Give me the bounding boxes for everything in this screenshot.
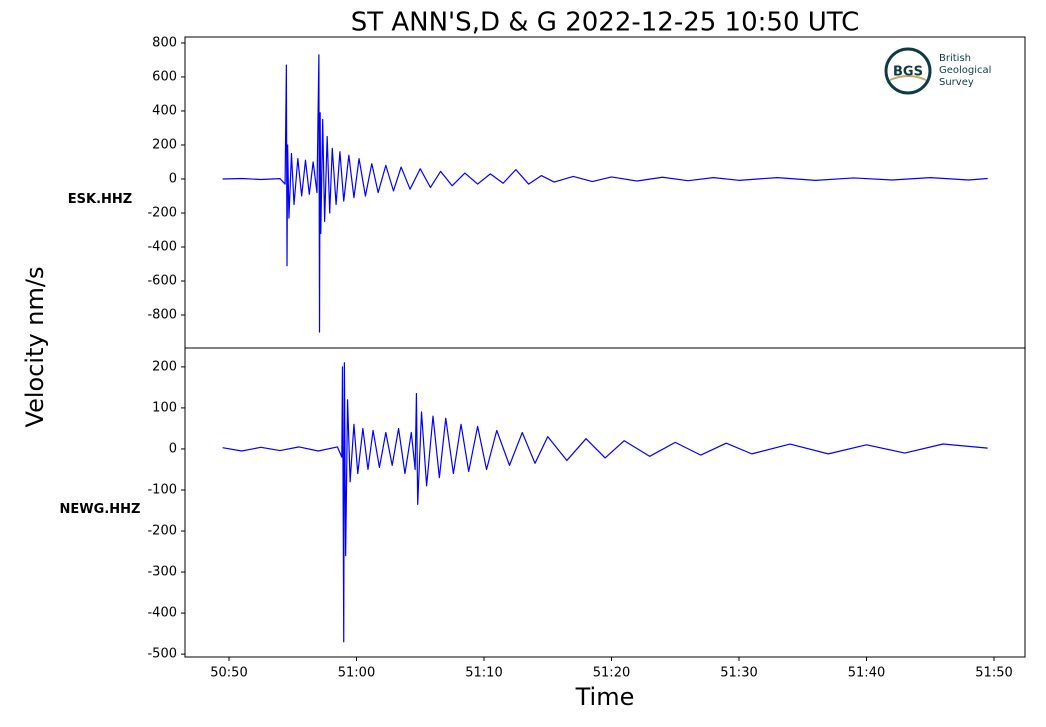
y-tick-label: -800 [147,308,177,323]
station-label: NEWG.HHZ [60,502,141,517]
y-tick-label: -200 [147,524,177,539]
station-label: ESK.HHZ [68,192,132,207]
y-tick-label: 0 [169,441,177,456]
y-tick-label: -300 [147,565,177,580]
y-tick-label: 200 [152,359,177,374]
y-tick-label: -400 [147,606,177,621]
x-tick-label: 51:10 [465,666,502,681]
logo-ring [884,47,932,95]
y-tick-label: -100 [147,482,177,497]
y-tick-label: 100 [152,400,177,415]
x-tick-label: 50:50 [210,666,247,681]
x-tick-label: 51:00 [338,666,375,681]
y-tick-label: 800 [152,35,177,50]
x-tick-label: 51:20 [593,666,630,681]
y-tick-label: 600 [152,69,177,84]
axes-frame [184,347,1026,658]
x-axis-title: Time [575,683,635,711]
x-tick-label: 51:40 [848,666,885,681]
y-tick-label: 0 [169,171,177,186]
y-axis-title: Velocity nm/s [21,267,49,428]
logo-text: British [939,53,971,64]
y-tick-label: 200 [152,137,177,152]
x-tick-label: 51:30 [720,666,757,681]
logo-text: Survey [939,77,974,88]
y-tick-label: -400 [147,239,177,254]
waveform [222,362,988,643]
x-tick-label: 51:50 [975,666,1012,681]
waveform [222,54,988,333]
logo-text: Geological [939,65,991,76]
logo-wave [889,75,927,81]
y-tick-label: -500 [147,647,177,662]
logo: BGS British Geological Survey [884,47,991,95]
logo-abbr: BGS [893,65,923,80]
y-tick-label: -200 [147,205,177,220]
y-tick-label: 400 [152,103,177,118]
chart-title: ST ANN'S,D & G 2022-12-25 10:50 UTC [351,8,860,38]
y-tick-label: -600 [147,274,177,289]
